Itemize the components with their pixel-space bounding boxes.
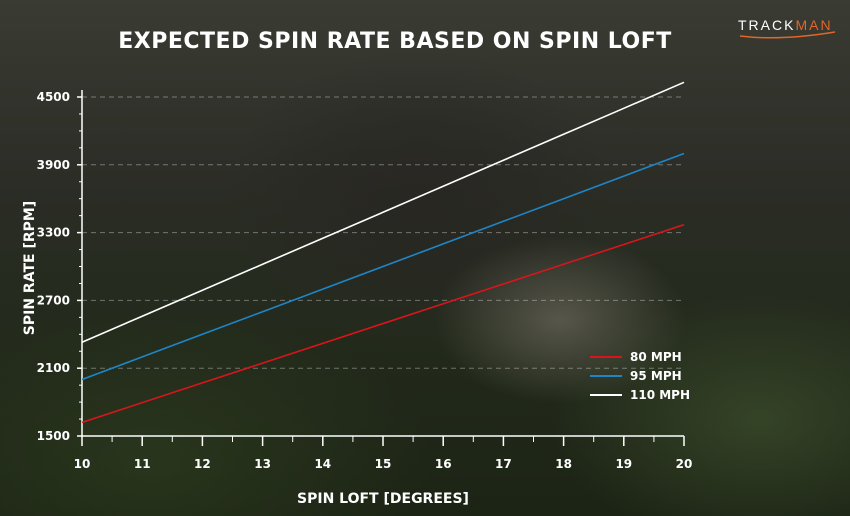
x-axis-title: SPIN LOFT [DEGREES] [297, 491, 469, 507]
x-tick-label: 20 [676, 457, 693, 471]
y-tick-label: 2100 [37, 361, 70, 375]
y-tick-label: 2700 [37, 293, 70, 307]
x-tick-label: 13 [254, 457, 271, 471]
x-tick-label: 15 [375, 457, 392, 471]
logo-swoosh-icon [739, 31, 836, 39]
x-tick-label: 10 [74, 457, 91, 471]
y-tick-label: 4500 [37, 90, 70, 104]
legend: 80 MPH 95 MPH 110 MPH [590, 350, 690, 402]
gridlines [82, 96, 684, 369]
series-lines [81, 81, 685, 424]
legend-label: 95 MPH [630, 369, 682, 383]
trackman-logo: TRACKMAN [738, 17, 833, 33]
x-tick-label: 12 [194, 457, 211, 471]
x-tick-label: 14 [314, 457, 331, 471]
logo-text-main: TRACK [738, 17, 795, 33]
legend-label: 80 MPH [630, 350, 682, 364]
y-tick-label: 3300 [37, 226, 70, 240]
series-line-80-mph [81, 223, 685, 424]
axes: 1500 2100 2700 3300 3900 4500 10 11 12 13 14 15 16 17… [37, 90, 693, 471]
x-tick-label: 11 [134, 457, 151, 471]
logo-text-accent: MAN [795, 17, 832, 33]
y-tick-label: 1500 [37, 429, 70, 443]
x-tick-label: 16 [435, 457, 452, 471]
series-line-95-mph [81, 152, 685, 381]
x-tick-label: 17 [495, 457, 512, 471]
chart-title: EXPECTED SPIN RATE BASED ON SPIN LOFT [118, 29, 671, 54]
x-tick-label: 18 [555, 457, 572, 471]
x-tick-label: 19 [615, 457, 632, 471]
y-tick-label: 3900 [37, 158, 70, 172]
legend-label: 110 MPH [630, 388, 690, 402]
y-axis-title: SPIN RATE [RPM] [22, 201, 38, 335]
series-line-110-mph [81, 81, 685, 343]
